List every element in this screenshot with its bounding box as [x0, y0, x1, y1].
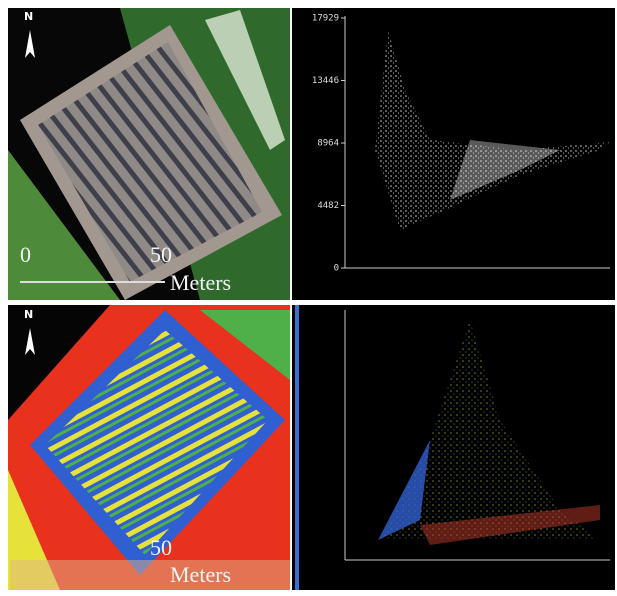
scale-unit: Meters	[170, 270, 231, 295]
aerial-image	[8, 8, 290, 300]
figure: N 0 50 Meters 0 4482 8964 13446 17929 N 50 M…	[0, 0, 617, 596]
y-tick-label: 17929	[312, 14, 339, 24]
y-tick-label: 8964	[317, 139, 339, 149]
north-label: N	[24, 10, 33, 23]
scale-end: 50	[150, 242, 172, 267]
north-label: N	[24, 308, 33, 321]
scale-unit: Meters	[170, 562, 231, 587]
scatter-plot	[292, 305, 615, 590]
scale-start: 0	[20, 242, 31, 267]
classified-image	[8, 305, 290, 590]
y-tick-label: 4482	[317, 201, 339, 211]
scatter-plot: 0 4482 8964 13446 17929	[292, 8, 615, 300]
y-tick-label: 0	[334, 264, 339, 274]
y-tick-label: 13446	[312, 76, 339, 86]
scale-end: 50	[150, 535, 172, 560]
